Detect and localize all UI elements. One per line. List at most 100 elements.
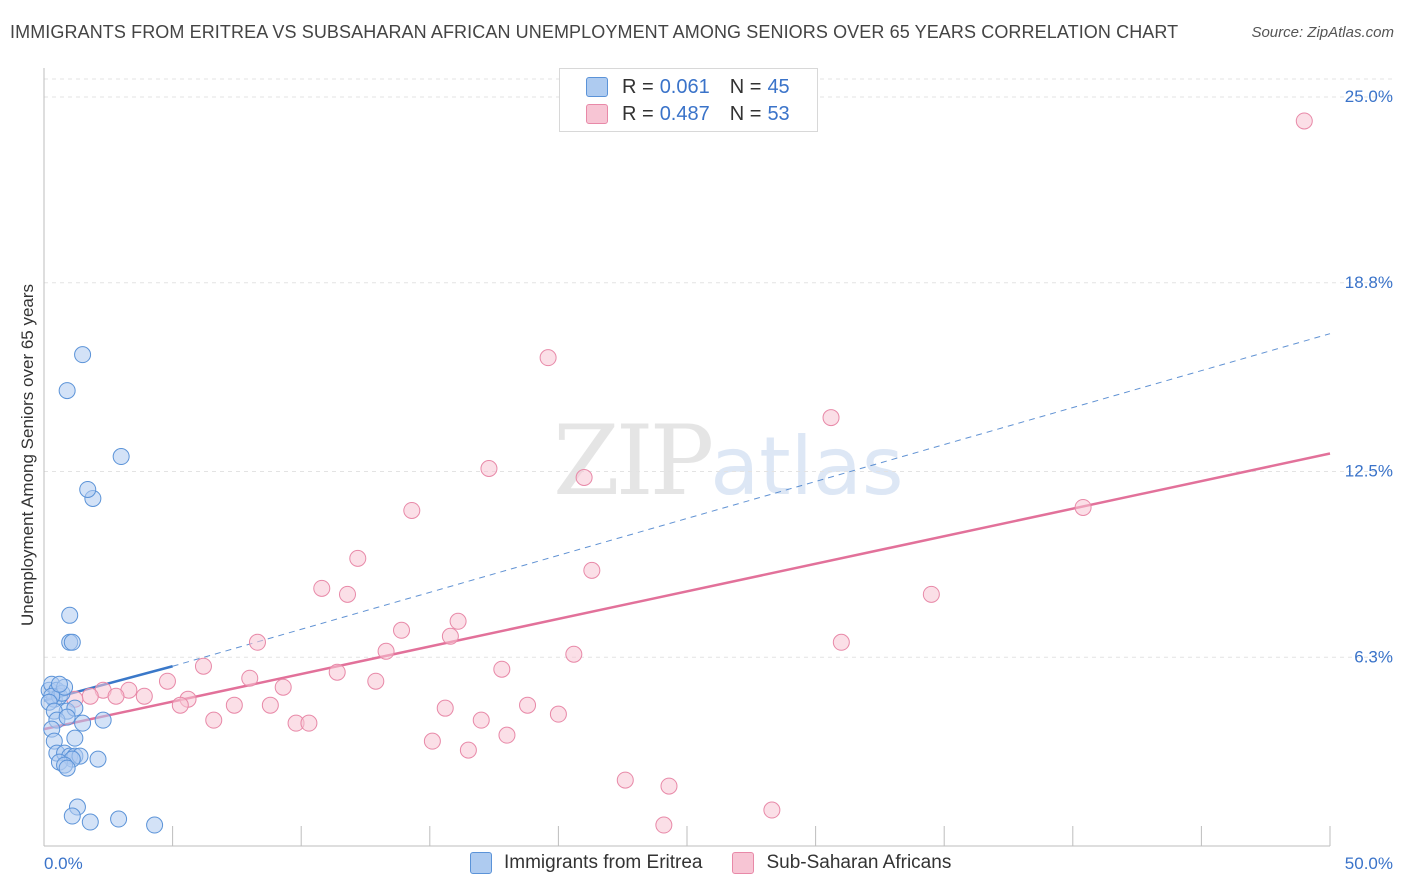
- subsaharan-point: [393, 621, 411, 639]
- subsaharan-point: [519, 696, 537, 714]
- subsaharan-point: [241, 669, 259, 687]
- subsaharan-point: [583, 561, 601, 579]
- subsaharan-point: [472, 711, 490, 729]
- trend-lines: [43, 333, 1331, 731]
- eritrea-point: [79, 480, 97, 498]
- x-tick-label: 0.0%: [44, 854, 83, 873]
- subsaharan-point: [498, 726, 516, 744]
- eritrea-point: [110, 810, 128, 828]
- eritrea-point: [50, 675, 68, 693]
- eritrea-point: [74, 714, 92, 732]
- subsaharan-point: [349, 549, 367, 567]
- legend-label-subsaharan: Sub-Saharan Africans: [766, 852, 952, 873]
- grid: [44, 78, 1394, 658]
- subsaharan-point: [261, 696, 279, 714]
- subsaharan-trend-line: [43, 452, 1331, 731]
- subsaharan-point: [313, 579, 331, 597]
- data-points: [40, 112, 1313, 834]
- legend-n-value: 53: [767, 102, 790, 125]
- subsaharan-point: [1295, 112, 1313, 130]
- eritrea-point: [58, 759, 76, 777]
- subsaharan-point: [436, 699, 454, 717]
- eritrea-trend-extension: [172, 333, 1331, 667]
- correlation-legend: R = 0.061 N = 45 R = 0.487 N = 53: [559, 68, 818, 132]
- y-tick-label: 25.0%: [1345, 87, 1393, 106]
- subsaharan-point: [459, 741, 477, 759]
- eritrea-point: [63, 633, 81, 651]
- legend-n-label: N =: [729, 75, 762, 98]
- subsaharan-point: [660, 777, 678, 795]
- legend-row-subsaharan: R = 0.487 N = 53: [586, 102, 790, 126]
- eritrea-point: [89, 750, 107, 768]
- subsaharan-point: [449, 612, 467, 630]
- subsaharan-point: [549, 705, 567, 723]
- subsaharan-point: [539, 349, 557, 367]
- legend-swatch-subsaharan: [586, 104, 608, 124]
- subsaharan-point: [493, 660, 511, 678]
- subsaharan-point: [441, 627, 459, 645]
- legend-label-eritrea: Immigrants from Eritrea: [504, 852, 703, 873]
- subsaharan-point: [655, 816, 673, 834]
- y-tick-label: 6.3%: [1354, 647, 1393, 666]
- subsaharan-point: [274, 678, 292, 696]
- subsaharan-point: [832, 633, 850, 651]
- eritrea-point: [58, 382, 76, 400]
- legend-swatch-subsaharan: [732, 852, 755, 874]
- subsaharan-point: [171, 696, 189, 714]
- subsaharan-point: [423, 732, 441, 750]
- chart-title: IMMIGRANTS FROM ERITREA VS SUBSAHARAN AF…: [10, 22, 1179, 42]
- subsaharan-point: [377, 642, 395, 660]
- subsaharan-point: [922, 585, 940, 603]
- subsaharan-point: [107, 687, 125, 705]
- eritrea-point: [66, 729, 84, 747]
- y-tick-label: 18.8%: [1345, 273, 1393, 292]
- subsaharan-point: [158, 672, 176, 690]
- subsaharan-point: [565, 645, 583, 663]
- eritrea-point: [112, 448, 130, 466]
- eritrea-point: [146, 816, 164, 834]
- eritrea-point: [94, 711, 112, 729]
- subsaharan-point: [205, 711, 223, 729]
- tick-labels: 6.3% 12.5% 18.8% 25.0% 0.0% 50.0%: [44, 87, 1393, 873]
- subsaharan-point: [763, 801, 781, 819]
- legend-n-value: 45: [767, 75, 790, 98]
- legend-r-label: R =: [622, 102, 654, 125]
- subsaharan-point: [367, 672, 385, 690]
- legend-r-value: 0.487: [659, 102, 710, 125]
- subsaharan-point: [403, 501, 421, 519]
- subsaharan-point: [300, 714, 318, 732]
- legend-row-eritrea: R = 0.061 N = 45: [586, 75, 790, 99]
- y-tick-label: 12.5%: [1345, 462, 1393, 481]
- source-label: Source: ZipAtlas.com: [1251, 24, 1394, 41]
- eritrea-point: [81, 813, 99, 831]
- subsaharan-point: [616, 771, 634, 789]
- subsaharan-point: [81, 687, 99, 705]
- subsaharan-point: [248, 633, 266, 651]
- x-tick-label: 50.0%: [1345, 854, 1393, 873]
- legend-n-label: N =: [729, 102, 762, 125]
- subsaharan-point: [225, 696, 243, 714]
- eritrea-point: [63, 807, 81, 825]
- legend-r-label: R =: [622, 75, 654, 98]
- subsaharan-point: [822, 409, 840, 427]
- subsaharan-point: [480, 460, 498, 478]
- y-axis-label: Unemployment Among Seniors over 65 years: [18, 283, 37, 627]
- watermark: ZIPatlas: [553, 405, 904, 517]
- eritrea-point: [61, 606, 79, 624]
- series-legend: Immigrants from Eritrea Sub-Saharan Afri…: [470, 852, 951, 874]
- subsaharan-point: [135, 687, 153, 705]
- subsaharan-point: [338, 585, 356, 603]
- subsaharan-point: [575, 468, 593, 486]
- watermark-atlas: atlas: [710, 420, 904, 513]
- eritrea-point: [58, 708, 76, 726]
- eritrea-point: [74, 346, 92, 364]
- subsaharan-point: [1074, 498, 1092, 516]
- subsaharan-point: [194, 657, 212, 675]
- axes: [43, 68, 1331, 847]
- legend-swatch-eritrea: [586, 77, 608, 97]
- subsaharan-point: [328, 663, 346, 681]
- legend-swatch-eritrea: [470, 852, 492, 874]
- watermark-zip: ZIP: [553, 405, 714, 517]
- legend-r-value: 0.061: [659, 75, 710, 98]
